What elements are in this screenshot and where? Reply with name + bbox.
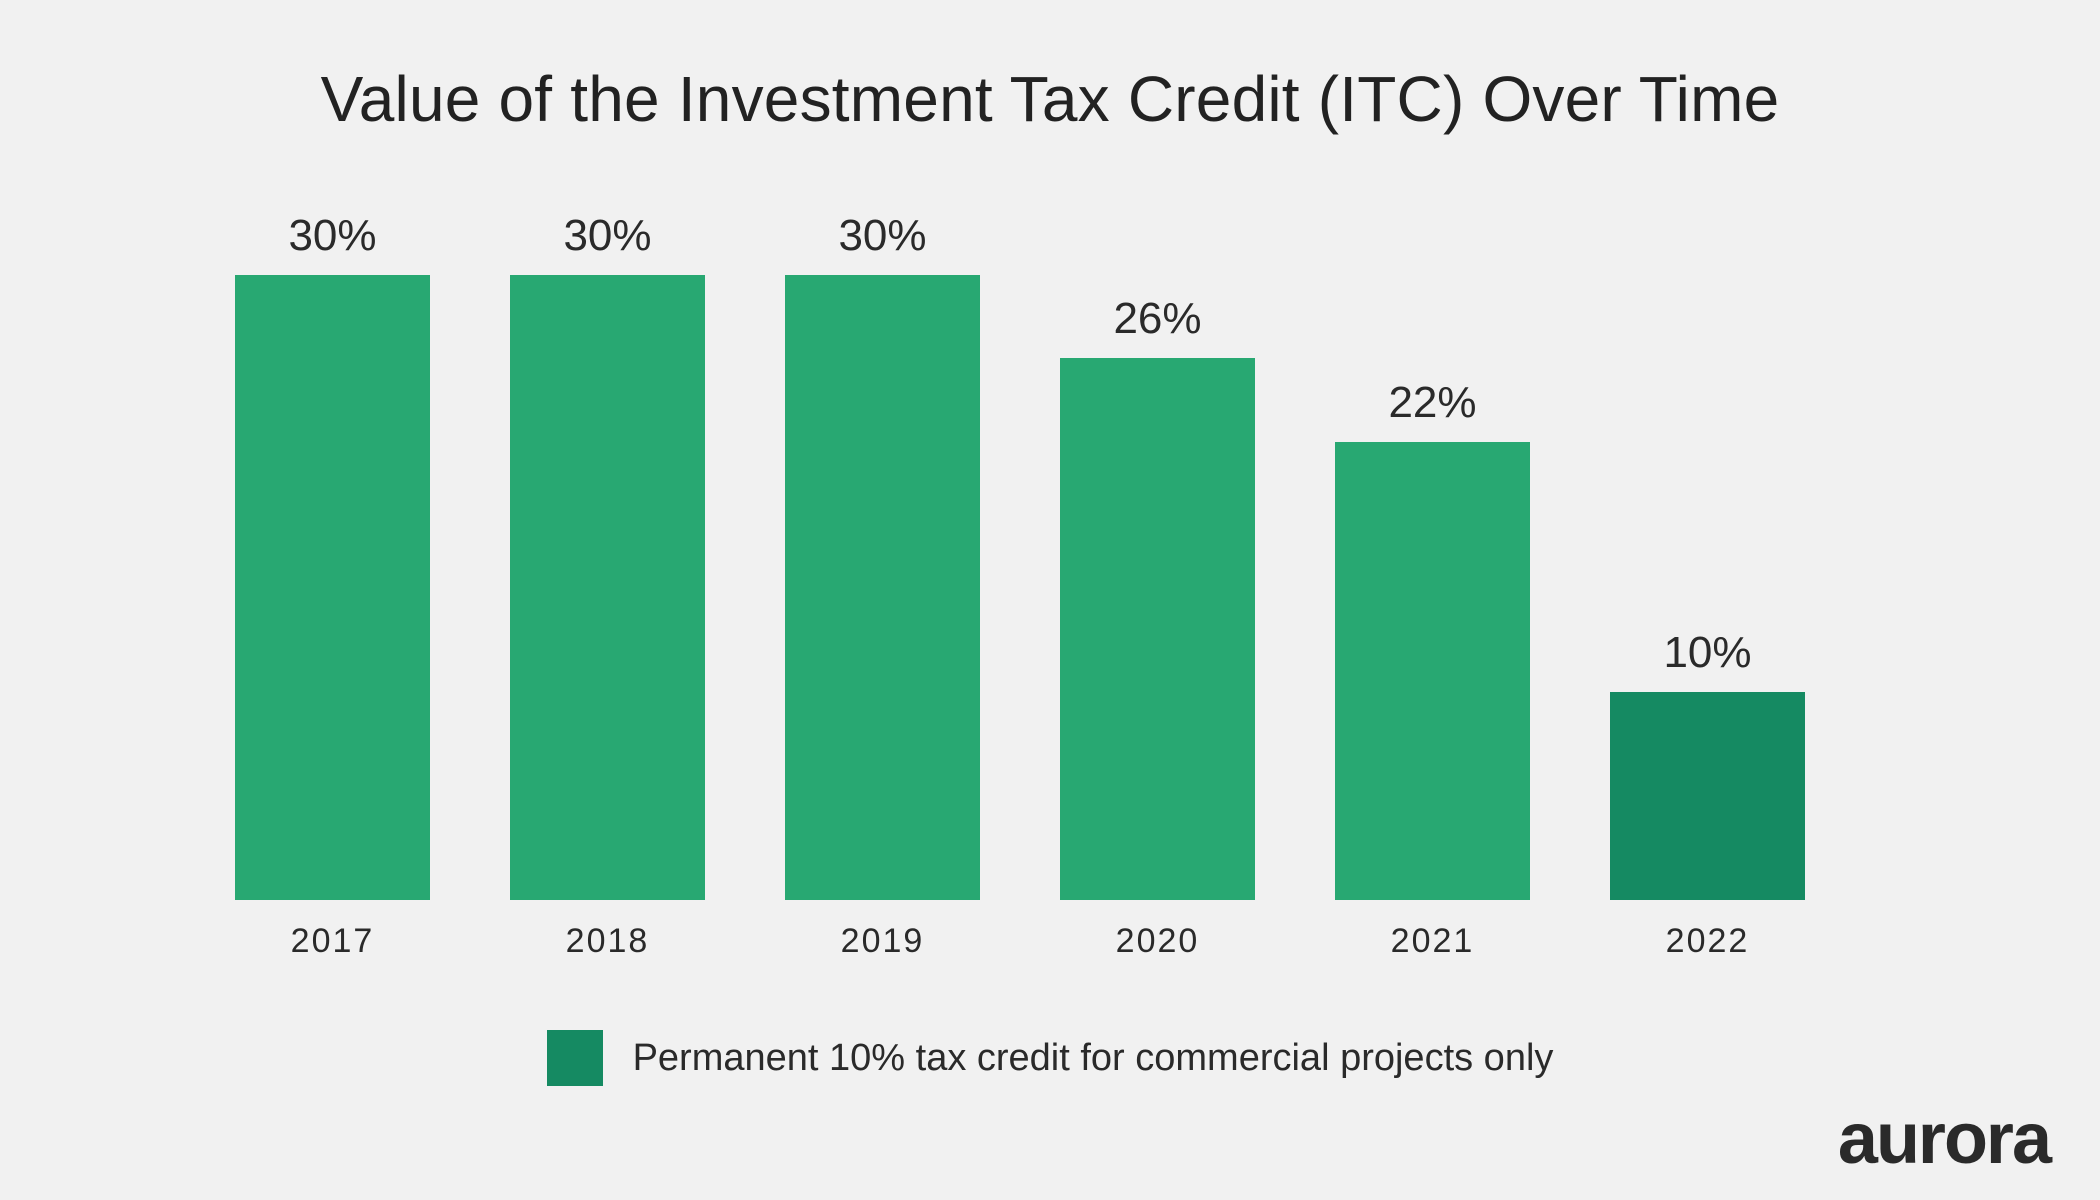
- bars-container: 30% 30% 30% 26% 22% 10%: [235, 275, 1805, 900]
- legend: Permanent 10% tax credit for commercial …: [0, 1030, 2100, 1086]
- bar-value-label: 22%: [1335, 378, 1530, 428]
- bar-slot: 22%: [1335, 442, 1530, 900]
- bar: [785, 275, 980, 900]
- bar-value-label: 30%: [785, 211, 980, 261]
- bar: [235, 275, 430, 900]
- bar-value-label: 26%: [1060, 294, 1255, 344]
- x-axis-label: 2022: [1610, 922, 1805, 961]
- x-axis-label: 2017: [235, 922, 430, 961]
- x-axis-label: 2020: [1060, 922, 1255, 961]
- legend-text: Permanent 10% tax credit for commercial …: [633, 1037, 1554, 1080]
- bar-value-label: 30%: [510, 211, 705, 261]
- bar: [510, 275, 705, 900]
- brand-logo: aurora: [1838, 1098, 2050, 1180]
- bar-slot: 30%: [510, 275, 705, 900]
- bar: [1060, 358, 1255, 900]
- bar: [1335, 442, 1530, 900]
- x-axis-label: 2021: [1335, 922, 1530, 961]
- chart-plot-area: 30% 30% 30% 26% 22% 10%: [235, 275, 1805, 900]
- x-axis-label: 2019: [785, 922, 980, 961]
- legend-swatch: [547, 1030, 603, 1086]
- bar-value-label: 30%: [235, 211, 430, 261]
- bar-slot: 10%: [1610, 692, 1805, 900]
- bar: [1610, 692, 1805, 900]
- bar-slot: 26%: [1060, 358, 1255, 900]
- x-axis-labels: 2017 2018 2019 2020 2021 2022: [235, 922, 1805, 961]
- bar-slot: 30%: [235, 275, 430, 900]
- x-axis-label: 2018: [510, 922, 705, 961]
- bar-slot: 30%: [785, 275, 980, 900]
- bar-value-label: 10%: [1610, 628, 1805, 678]
- chart-title: Value of the Investment Tax Credit (ITC)…: [0, 0, 2100, 136]
